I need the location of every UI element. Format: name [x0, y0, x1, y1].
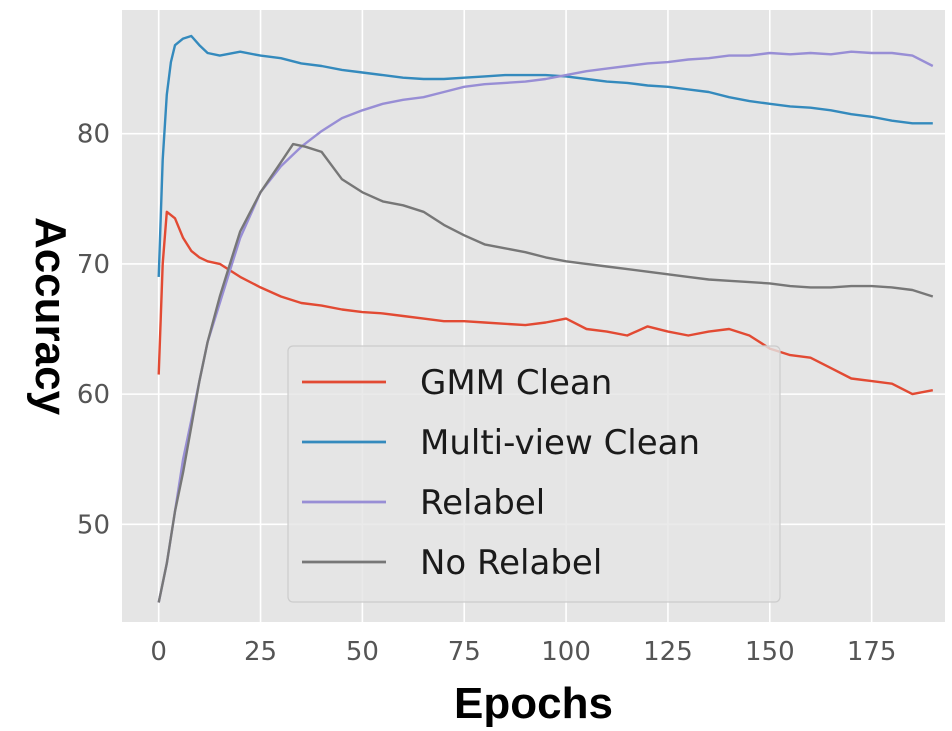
y-tick-label: 80 [77, 120, 110, 150]
legend-label-gmm-clean: GMM Clean [420, 363, 612, 403]
y-tick-label: 70 [77, 250, 110, 280]
y-axis-title: Accuracy [26, 217, 75, 416]
x-tick-label: 75 [448, 637, 481, 667]
x-tick-label: 50 [346, 637, 379, 667]
x-axis-title: Epochs [454, 679, 613, 728]
series-line-relabel [157, 50, 934, 603]
legend-label-no-relabel: No Relabel [420, 543, 602, 583]
tick-labels: 0 25 50 75 100 125 150 175 50 60 70 80 [77, 120, 897, 667]
legend-label-multi-view-clean: Multi-view Clean [420, 423, 700, 463]
legend-box [287, 345, 781, 603]
x-tick-label: 100 [541, 637, 591, 667]
legend: GMM Clean Multi-view Clean Relabel No Relab… [287, 345, 781, 603]
y-tick-label: 60 [77, 380, 110, 410]
x-tick-label: 125 [643, 637, 693, 667]
series-line-multi-view-clean [157, 34, 933, 277]
x-tick-label: 25 [244, 637, 277, 667]
legend-label-relabel: Relabel [420, 483, 545, 523]
series-line-gmm-clean [157, 210, 934, 396]
x-tick-label: 175 [847, 637, 897, 667]
x-tick-label: 150 [745, 637, 795, 667]
series-line-no-relabel [157, 142, 934, 603]
y-tick-label: 50 [77, 510, 110, 540]
x-tick-label: 0 [150, 637, 167, 667]
series-lines [157, 34, 934, 603]
